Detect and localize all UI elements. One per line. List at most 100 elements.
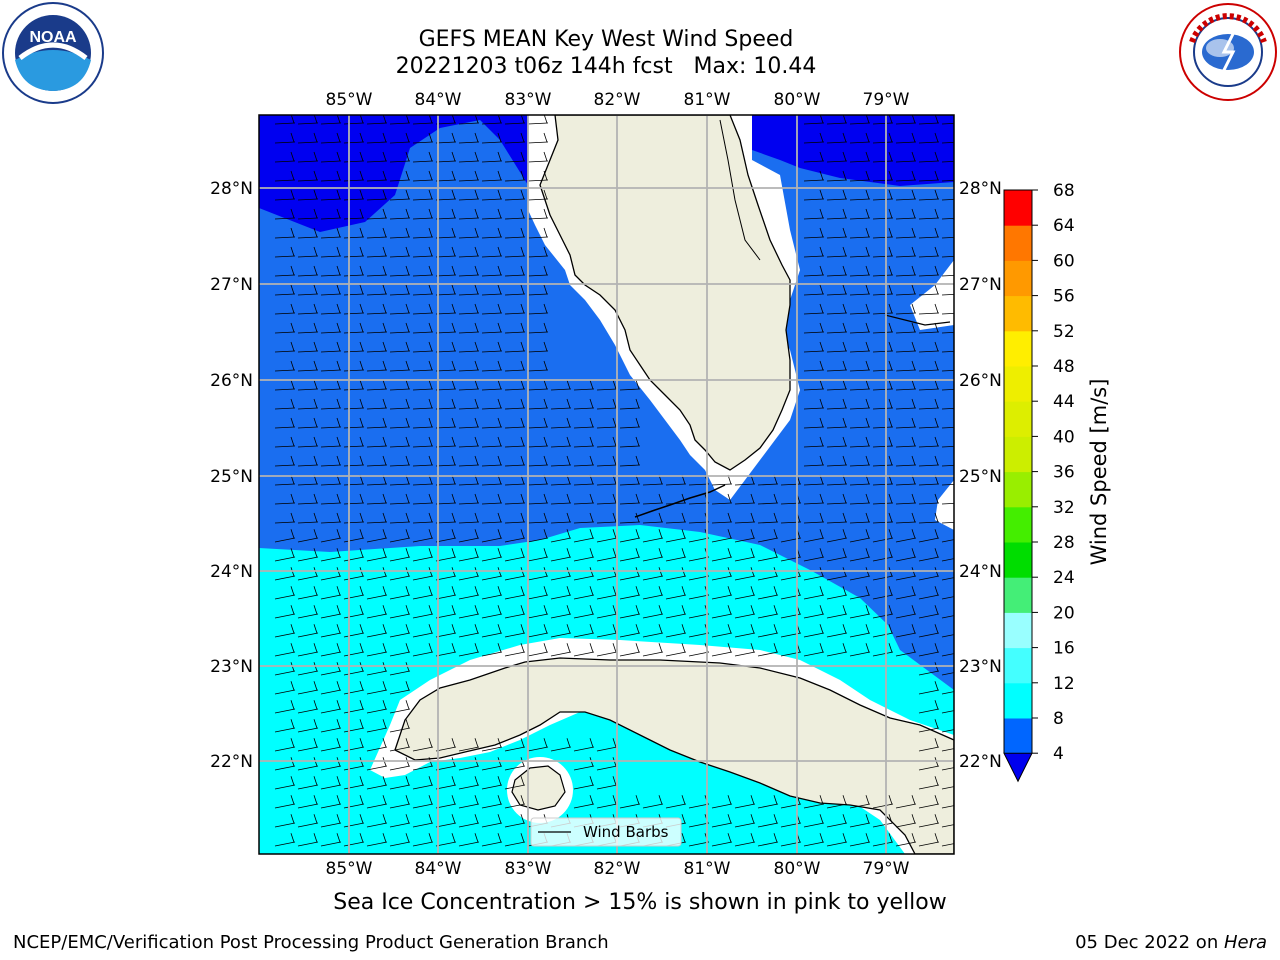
wind-barb xyxy=(504,814,526,828)
wind-barb xyxy=(297,265,319,277)
florida-east-coast-lagoon xyxy=(719,119,761,261)
wind-barb xyxy=(895,833,917,847)
colorbar-band xyxy=(1004,542,1032,578)
wind-barb xyxy=(803,643,825,657)
wind-barb xyxy=(274,170,296,182)
wind-barb xyxy=(941,767,954,771)
wind-barb xyxy=(504,246,526,258)
wind-barb xyxy=(320,170,342,182)
wind-barb xyxy=(619,605,641,619)
wind-barb xyxy=(343,738,365,752)
wind-barb xyxy=(297,189,319,201)
wind-barb xyxy=(757,814,779,828)
wind-barb xyxy=(320,833,342,847)
colorbar-band xyxy=(1004,225,1032,261)
wind-barb xyxy=(320,398,342,410)
wind-barb xyxy=(320,529,342,543)
wind-barb xyxy=(596,624,618,638)
wind-barb xyxy=(297,151,319,163)
wind-barb xyxy=(642,512,664,524)
wind-barb xyxy=(297,586,319,600)
map-frame xyxy=(258,114,955,855)
wind-barb xyxy=(550,512,572,524)
wind-barb xyxy=(297,398,319,410)
wind-barb xyxy=(389,548,411,562)
wind-barb xyxy=(941,388,954,391)
wind-band-under-4-east xyxy=(752,115,954,186)
wind-barb xyxy=(527,360,549,372)
wind-barb xyxy=(803,398,825,410)
wind-barb xyxy=(458,284,480,296)
wind-barb xyxy=(711,605,733,619)
wind-barb xyxy=(826,436,848,448)
wind-barb xyxy=(435,814,457,828)
wind-barb xyxy=(343,548,365,562)
wind-barb xyxy=(366,132,388,144)
wind-barb xyxy=(366,681,388,695)
wind-barb xyxy=(504,624,526,638)
wind-barb xyxy=(412,795,434,809)
wind-barb xyxy=(826,227,848,239)
wind-barb xyxy=(941,141,954,144)
wind-barb xyxy=(504,189,526,201)
wind-barb xyxy=(849,455,871,467)
wind-barb xyxy=(803,512,825,524)
wind-barb xyxy=(458,493,480,505)
wind-barb xyxy=(366,227,388,239)
wind-barb xyxy=(918,700,940,714)
wind-barb xyxy=(481,795,503,809)
wind-barb xyxy=(389,303,411,315)
wind-barb xyxy=(849,341,871,353)
wind-barb xyxy=(274,512,296,524)
wind-barb xyxy=(872,227,894,239)
wind-barb xyxy=(872,398,894,410)
wind-barb xyxy=(412,246,434,258)
wind-barb xyxy=(366,189,388,201)
wind-barb xyxy=(550,586,572,600)
wind-barb xyxy=(481,776,503,790)
wind-barb xyxy=(504,303,526,315)
wind-barb xyxy=(504,833,526,847)
bahamas-islands xyxy=(884,314,951,326)
wind-barb xyxy=(412,738,434,752)
lon-label-top: 84°W xyxy=(415,90,462,110)
wind-barb xyxy=(642,624,664,638)
wind-barb xyxy=(757,548,779,562)
wind-barb xyxy=(435,529,457,543)
wind-barb xyxy=(826,265,848,277)
wind-barb xyxy=(412,643,434,657)
wind-barb xyxy=(366,246,388,258)
wind-barb xyxy=(435,132,457,144)
wind-barb xyxy=(481,605,503,619)
wind-barb xyxy=(803,341,825,353)
wind-barb xyxy=(274,265,296,277)
wind-barb xyxy=(458,379,480,391)
wind-barb xyxy=(458,529,480,543)
wind-barb xyxy=(619,417,641,429)
wind-barb xyxy=(941,824,954,828)
wind-barb xyxy=(665,605,687,619)
wind-barb xyxy=(343,455,365,467)
wind-barb xyxy=(504,455,526,467)
wind-barb xyxy=(343,303,365,315)
wind-barb xyxy=(481,303,503,315)
noaa-logo-text: NOAA xyxy=(29,29,77,46)
colorbar-band xyxy=(1004,295,1032,332)
wind-barb xyxy=(458,833,480,847)
wind-barb xyxy=(734,493,756,505)
wind-barb xyxy=(504,738,526,752)
wind-barb xyxy=(297,284,319,296)
wind-barb xyxy=(619,493,641,505)
wind-barb xyxy=(435,624,457,638)
wind-barb xyxy=(320,379,342,391)
wind-barb xyxy=(343,189,365,201)
wind-barb xyxy=(803,379,825,391)
wind-barb xyxy=(711,512,733,524)
wind-barb xyxy=(297,643,319,657)
wind-barb xyxy=(895,455,917,467)
wind-barb xyxy=(481,512,503,524)
wind-barb xyxy=(504,322,526,334)
wind-barb xyxy=(642,643,664,657)
wind-barb xyxy=(320,681,342,695)
wind-barb xyxy=(918,151,940,163)
